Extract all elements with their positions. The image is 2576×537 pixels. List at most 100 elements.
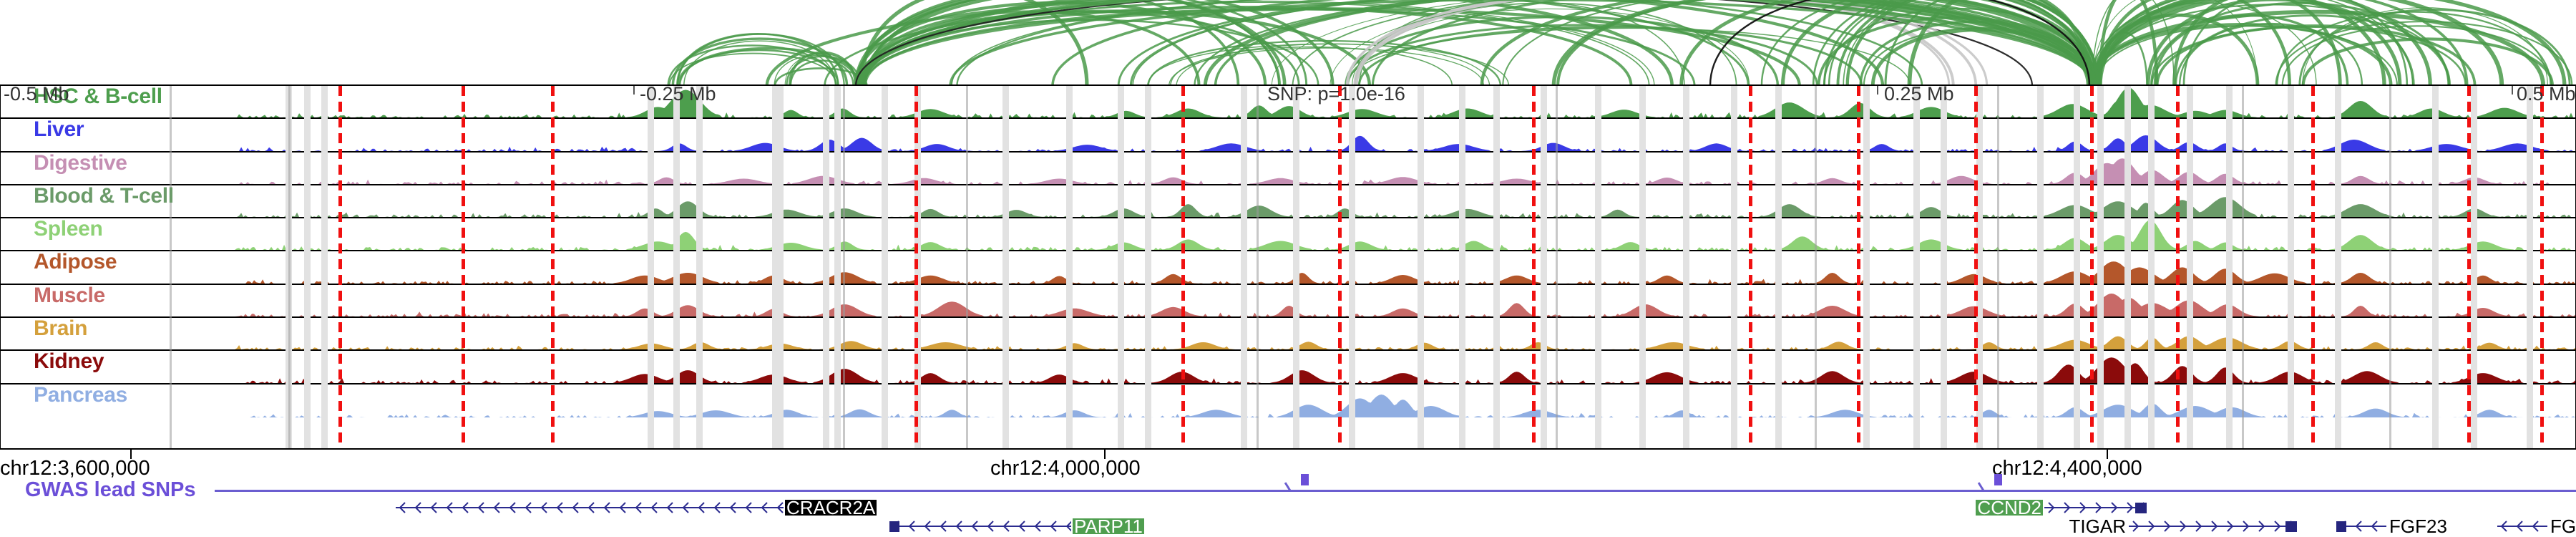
track-label: Digestive [34,152,127,175]
interaction-arc [2150,26,2467,86]
track-label: Kidney [34,351,104,374]
signal-profile [1,120,2575,151]
signal-area [237,197,2571,218]
gene-cracr2a[interactable]: CRACR2A [396,498,877,517]
interaction-arc [677,47,860,86]
strand-arrows [2048,502,2147,513]
track-muscle[interactable]: Muscle [1,284,2575,319]
signal-profile [1,218,2575,251]
signal-area [235,220,2571,251]
track-blood-t-cell[interactable]: Blood & T-cell [1,185,2575,219]
interaction-arc [859,6,1633,86]
axis-label-left: -0.5 Mb [4,84,69,105]
gene-label[interactable]: PARP11 [1073,516,1144,537]
interaction-arc [1176,43,1491,86]
gene-fgf6[interactable]: FGF6 [2497,517,2576,536]
signal-profile [1,153,2575,184]
interaction-arc [855,0,1750,86]
interaction-arc [2097,0,2292,86]
interaction-arc [1823,0,2092,86]
gene-exon-block [2336,521,2346,532]
gene-fgf23[interactable]: FGF23 [2336,517,2447,536]
gene-label[interactable]: CCND2 [1976,497,2043,518]
gwas-snp-marker[interactable] [1994,474,2002,485]
ruler-tick [130,450,132,459]
gene-body [2336,526,2386,527]
track-pancreas[interactable]: Pancreas [1,384,2575,417]
interaction-arc [859,0,1089,86]
interaction-arc [2092,0,2175,86]
track-label: Spleen [34,218,103,241]
signal-area [1,394,2575,417]
track-liver[interactable]: Liver [1,119,2575,153]
gene-label[interactable]: FGF6 [2550,516,2576,537]
strand-arrows [2132,521,2297,532]
interaction-arc [949,0,2094,86]
gene-label[interactable]: CRACR2A [785,497,877,518]
ruler-label: chr12:4,400,000 [1992,457,2142,480]
gwas-snp-marker[interactable] [1301,474,1309,485]
interaction-arc [668,52,837,86]
interaction-arc [1502,0,2097,86]
ruler-label: chr12:4,000,000 [990,457,1141,480]
gene-parp11[interactable]: PARP11 [889,517,1144,536]
interaction-arc [1355,0,1978,86]
signal-profile [1,352,2575,383]
interaction-arc [2175,14,2451,86]
axis-tick-2 [1877,86,1878,95]
tracks-host: HSC & B-cell Liver Digestive Blood & T-cell… [1,86,2575,417]
gene-label[interactable]: FGF23 [2389,516,2447,537]
track-label: Liver [34,119,84,142]
interaction-arc [2150,1,2450,86]
interaction-arc [765,0,2094,86]
ruler-tick [1104,450,1106,459]
gwas-lead-snps-track[interactable]: GWAS lead SNPs [0,474,2576,503]
interaction-arc [824,0,2095,86]
gene-annotation-track[interactable]: CRACR2A PARP11 CCND2 TIGAR FGF23 FGF6 [0,498,2576,537]
ruler-tick [2107,450,2108,459]
gene-tigar[interactable]: TIGAR [2069,517,2297,536]
gene-label[interactable]: TIGAR [2069,516,2126,537]
interaction-arc [1679,0,2098,86]
signal-area [239,135,2573,151]
interaction-arc [2099,32,2148,86]
track-label: Pancreas [34,384,128,407]
interaction-arc [1147,39,1502,86]
interaction-arc [2275,20,2573,86]
signal-profile [1,386,2575,417]
track-brain[interactable]: Brain [1,318,2575,352]
track-adipose[interactable]: Adipose [1,251,2575,285]
gene-body [889,526,1071,527]
gene-exon-block [2285,521,2297,532]
interaction-arc [789,59,854,86]
track-label: Muscle [34,284,105,307]
gene-exon-block [889,521,899,532]
gene-exon-block [2135,503,2147,513]
signal-profile [1,252,2575,284]
gene-body [2129,526,2297,527]
gwas-track-label: GWAS lead SNPs [25,478,196,501]
track-kidney[interactable]: Kidney [1,351,2575,384]
track-digestive[interactable]: Digestive [1,153,2575,185]
interaction-arc [1556,0,2097,86]
interaction-arc [2098,0,2159,86]
axis-tick-1 [633,86,635,95]
interaction-arc [2172,0,2342,86]
track-spleen[interactable]: Spleen [1,218,2575,252]
gene-ccnd2[interactable]: CCND2 [1976,498,2147,517]
axis-label-minus-quarter: -0.25 Mb [640,84,716,105]
interaction-arc [2298,8,2571,86]
interaction-arc [683,40,836,86]
coordinate-ruler: chr12:3,600,000 chr12:4,000,000 chr12:4,40… [0,450,2576,480]
signal-area [235,336,2575,350]
interaction-arc [1169,47,1485,86]
interaction-arc [1863,26,2099,86]
interaction-arc [854,0,2034,86]
interaction-arc [1859,20,2091,86]
signal-area [245,261,2575,284]
axis-tick-3 [2512,86,2513,95]
signal-profile [1,318,2575,350]
chromatin-interaction-arcs [0,0,2576,86]
interaction-arc [774,54,859,86]
